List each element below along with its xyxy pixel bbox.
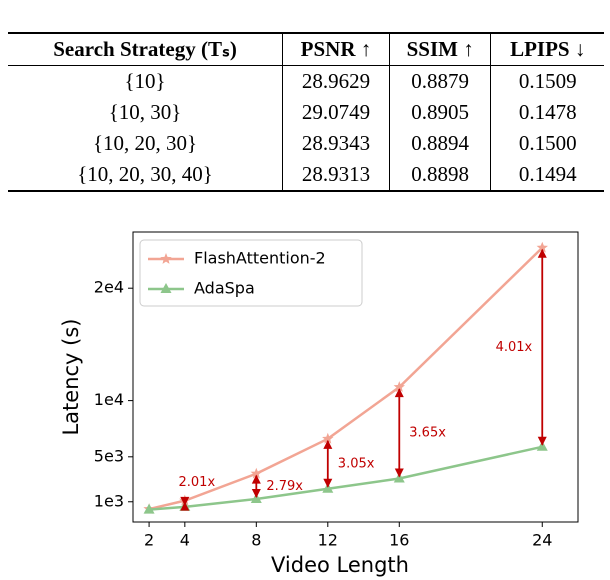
point: [143, 503, 155, 514]
y-tick-label: 1e3: [94, 491, 124, 510]
header-cell: Search Strategy (Tₛ): [8, 33, 283, 66]
table-cell: 28.9313: [282, 159, 390, 191]
point: [250, 467, 262, 479]
y-tick-label: 1e4: [94, 390, 124, 409]
arrow-head: [394, 468, 404, 478]
header-row: Search Strategy (Tₛ) PSNR ↑ SSIM ↑ LPIPS ↓: [8, 33, 604, 66]
arrow-head: [394, 388, 404, 398]
ratio-label: 3.65x: [409, 425, 446, 440]
arrow-head: [537, 436, 547, 446]
legend-label: AdaSpa: [194, 279, 255, 298]
header-cell: SSIM ↑: [388, 33, 491, 66]
table-row: {10} 28.9629 0.8879 0.1509: [8, 65, 604, 97]
table-cell: 0.1494: [490, 159, 604, 191]
x-tick-label: 2: [144, 531, 154, 550]
legend-box: [139, 239, 363, 307]
legend-label: FlashAttention-2: [194, 249, 326, 268]
ratio-label: 2.01x: [179, 475, 216, 490]
arrow-head: [180, 501, 190, 511]
x-axis-label: Video Length: [271, 553, 409, 577]
y-axis-label: Latency (s): [59, 318, 83, 435]
table-row: {10, 30} 29.0749 0.8905 0.1478: [8, 97, 604, 128]
table-cell: {10, 30}: [108, 100, 182, 124]
table-cell: 29.0749: [282, 97, 390, 128]
table-cell: {10}: [124, 69, 166, 93]
table-body: {10} 28.9629 0.8879 0.1509 {10, 30} 29.0749 0.…: [8, 65, 604, 191]
table-cell: 0.8898: [388, 159, 491, 191]
arrow-head: [537, 248, 547, 258]
table-cell: 0.8894: [388, 128, 491, 159]
point: [322, 432, 334, 444]
arrow-head: [251, 474, 261, 484]
table-cell: 0.1478: [490, 97, 604, 128]
table-cell: {10, 20, 30, 40}: [77, 162, 213, 186]
table-row: {10, 20, 30, 40} 28.9313 0.8898 0.1494: [8, 159, 604, 191]
x-tick-label: 12: [318, 531, 338, 550]
table-row: {10, 20, 30} 28.9343 0.8894 0.1500: [8, 128, 604, 159]
arrow-head: [323, 478, 333, 488]
header-cell: LPIPS ↓: [490, 33, 604, 66]
results-table: Search Strategy (Tₛ) PSNR ↑ SSIM ↑ LPIPS ↓ …: [8, 32, 604, 192]
y-tick-label: 2e4: [94, 278, 124, 297]
x-tick-label: 8: [251, 531, 261, 550]
ratio-label: 3.05x: [338, 456, 375, 471]
table-cell: 0.1509: [490, 65, 604, 97]
y-tick-label: 5e3: [94, 446, 124, 465]
series-line: [148, 246, 544, 511]
point: [393, 381, 405, 392]
ratio-label: 4.01x: [496, 340, 533, 355]
table-cell: 0.8905: [388, 97, 491, 128]
x-tick-label: 16: [389, 531, 409, 550]
table-cell: {10, 20, 30}: [92, 131, 198, 155]
plot-frame: [132, 231, 579, 523]
header-cell: PSNR ↑: [282, 33, 390, 66]
series-line: [148, 445, 543, 511]
arrow-head: [180, 496, 190, 506]
point: [536, 241, 548, 253]
legend-marker: [160, 253, 172, 264]
table-cell: 0.8879: [388, 65, 491, 97]
legend-marker: [160, 283, 172, 293]
table-cell: 28.9629: [282, 65, 390, 97]
ratio-label: 2.79x: [266, 479, 303, 494]
table-cell: 0.1500: [490, 128, 604, 159]
arrow-head: [323, 439, 333, 449]
arrow-head: [251, 488, 261, 498]
x-tick-label: 4: [180, 531, 190, 550]
table-cell: 28.9343: [282, 128, 390, 159]
x-tick-label: 24: [532, 531, 552, 550]
